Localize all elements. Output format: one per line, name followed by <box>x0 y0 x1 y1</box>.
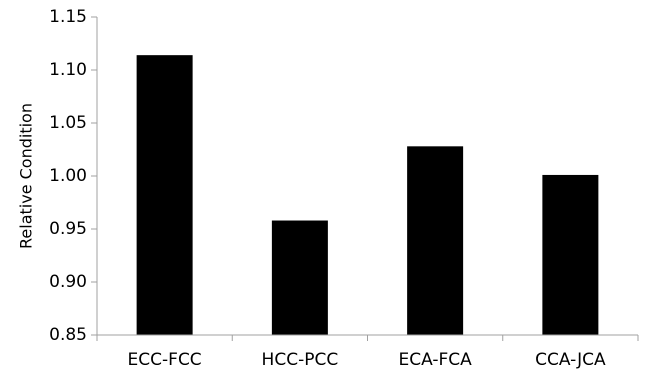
x-tick-label: ECA-FCA <box>398 350 472 370</box>
x-tick-label: ECC-FCC <box>128 350 202 370</box>
x-axis-tick-labels: ECC-FCC HCC-PCC ECA-FCA CCA-JCA <box>128 350 606 370</box>
bar-cca-jca <box>542 174 599 335</box>
y-tick-label: 0.85 <box>49 325 87 345</box>
y-tick-label: 1.15 <box>49 7 87 27</box>
y-tick-label: 1.00 <box>49 166 87 186</box>
y-axis-title: Relative Condition <box>17 103 36 249</box>
y-tick-label: 1.10 <box>49 60 87 80</box>
bar-hcc-pcc <box>271 220 328 335</box>
bar-ecc-fcc <box>136 55 193 335</box>
x-tick-label: CCA-JCA <box>535 350 606 370</box>
y-axis-ticks: 0.85 0.90 0.95 1.00 1.05 1.10 1.15 <box>49 7 639 345</box>
y-tick-label: 1.05 <box>49 113 87 133</box>
y-tick-label: 0.95 <box>49 219 87 239</box>
x-tick-label: HCC-PCC <box>262 350 339 370</box>
bars <box>136 55 599 335</box>
y-tick-label: 0.90 <box>49 272 87 292</box>
bar-eca-fca <box>407 146 464 335</box>
